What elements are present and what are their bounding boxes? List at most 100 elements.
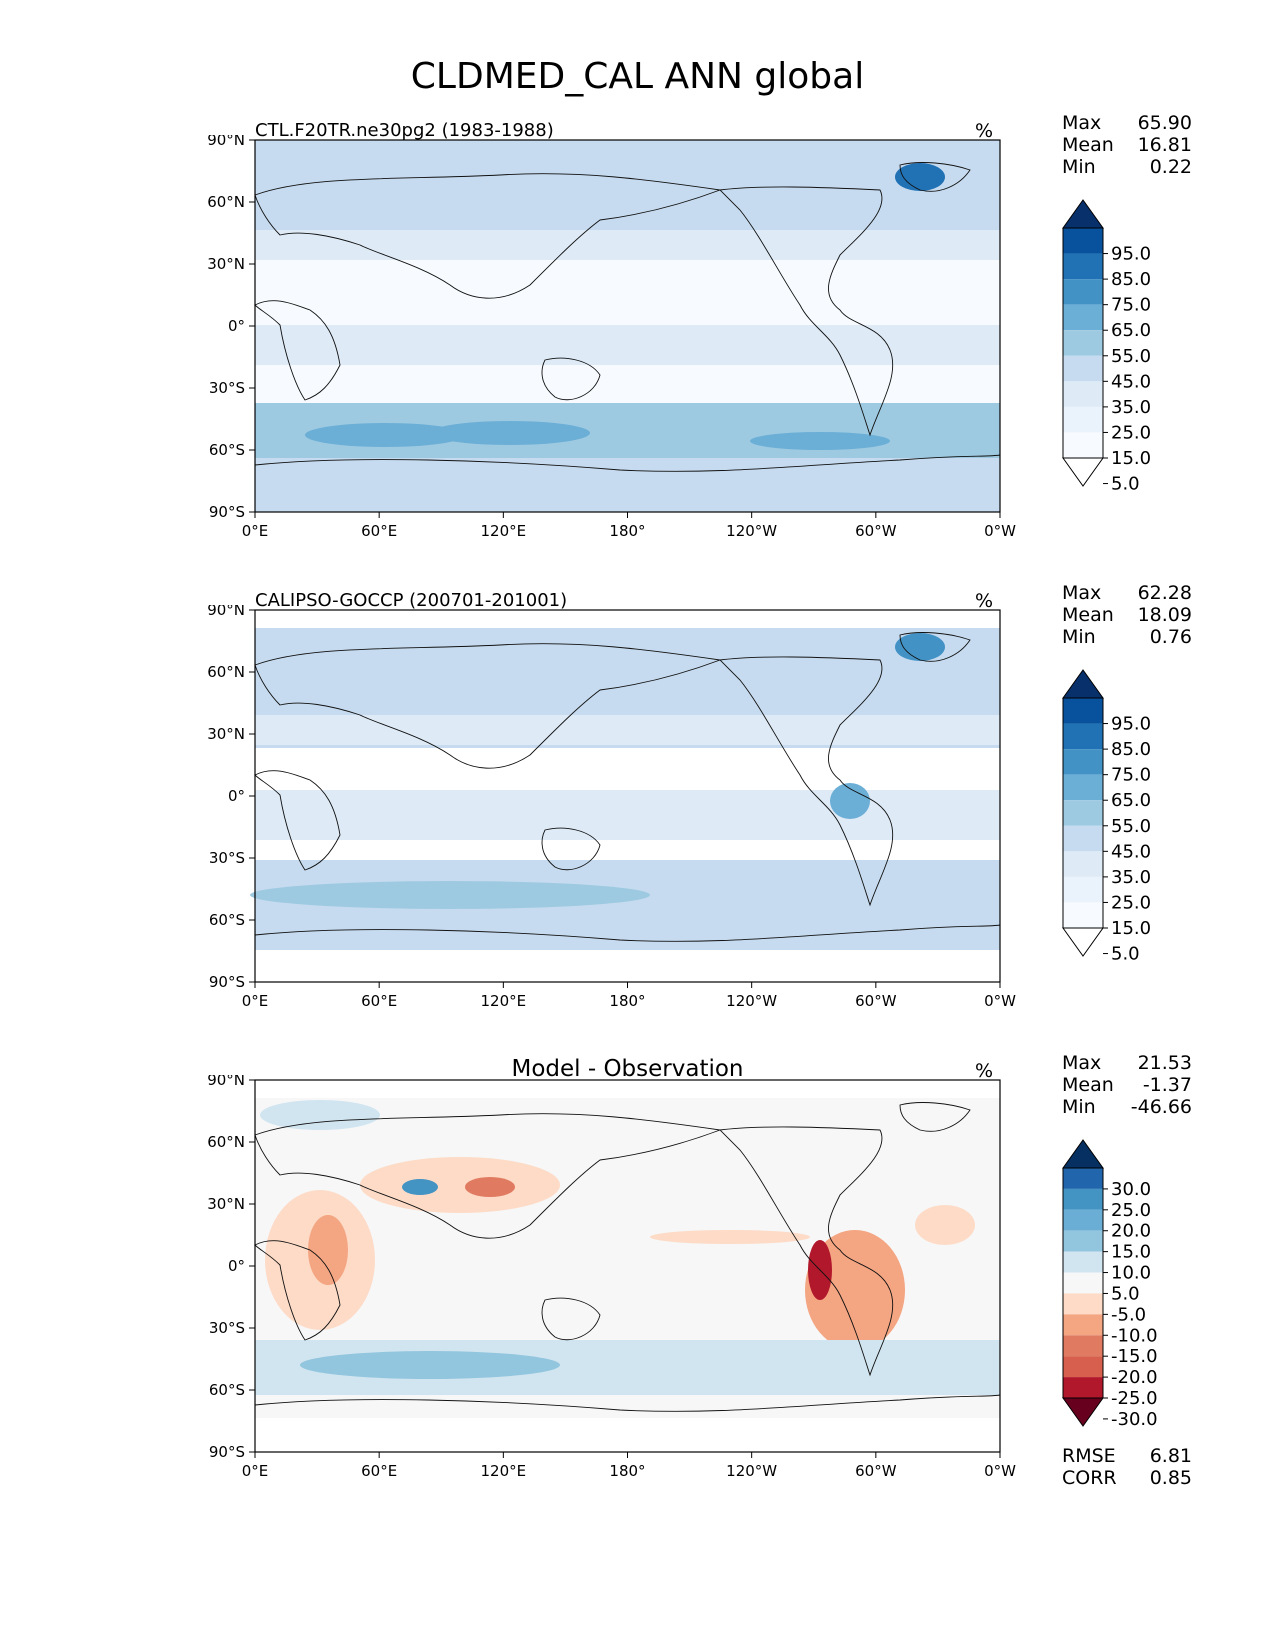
- colorbar-segment: [1063, 774, 1103, 801]
- metrics-box: RMSE 6.81 CORR 0.85: [1062, 1445, 1192, 1489]
- panel-title: CALIPSO-GOCCP (200701-201001): [255, 590, 568, 611]
- lon-tick-label: 0°E: [242, 1462, 269, 1480]
- southern-maximum: [250, 881, 650, 909]
- colorbar-tick-label: -30.0: [1111, 1409, 1158, 1430]
- colorbar-segment: [1063, 1209, 1103, 1231]
- lat-tick-label: 90°N: [207, 135, 245, 149]
- lat-axis: 90°N 60°N 30°N 0° 30°S 60°S 90°S: [207, 1075, 255, 1461]
- model-panel: CTL.F20TR.ne30pg2 (1983-1988) % Max 65.90…: [0, 112, 1275, 540]
- colorbar-tick-label: 55.0: [1111, 346, 1151, 367]
- colorbar-extend-top: [1062, 1139, 1104, 1169]
- lon-tick-label: 180°: [609, 522, 645, 540]
- lon-axis: 0°E 60°E 120°E 180° 120°W 60°W 0°W: [242, 982, 1016, 1010]
- stat-min: Min -46.66: [1062, 1096, 1192, 1118]
- southern-maximum-2: [430, 421, 590, 445]
- stat-max: Max 62.28: [1062, 582, 1192, 604]
- colorbar-segment: [1063, 304, 1103, 331]
- no-data-band: [255, 950, 1000, 982]
- lon-tick-label: 120°E: [481, 522, 527, 540]
- lat-tick-label: 60°N: [207, 663, 245, 681]
- map: 90°N 60°N 30°N 0° 30°S 60°S 90°S 0°E 60°E 120°E 1…: [207, 605, 1016, 1010]
- colorbar-tick-label: 35.0: [1111, 397, 1151, 418]
- colorbar-segment: [1063, 1314, 1103, 1336]
- metric-corr: CORR 0.85: [1062, 1467, 1192, 1489]
- colorbar-segment: [1063, 1377, 1103, 1398]
- lat-tick-label: 90°S: [209, 1443, 245, 1461]
- panel-title: Model - Observation: [511, 1056, 744, 1082]
- colorbar-segment: [1063, 1251, 1103, 1273]
- lon-axis: 0°E 60°E 120°E 180° 120°W 60°W 0°W: [242, 512, 1016, 540]
- colorbar-segment: [1063, 851, 1103, 877]
- difference-panel: Model - Observation % Max 21.53 Mean -1.37…: [0, 1052, 1275, 1489]
- stats-box: Max 62.28 Mean 18.09 Min 0.76: [1062, 582, 1192, 648]
- lon-tick-label: 60°W: [855, 522, 897, 540]
- colorbar-segment: [1063, 228, 1103, 254]
- colorbar-segment: [1063, 1272, 1103, 1294]
- colorbar-frame: [1062, 1167, 1104, 1399]
- lat-axis: 90°N 60°N 30°N 0° 30°S 60°S 90°S: [207, 135, 255, 521]
- lat-tick-label: 60°S: [209, 1381, 245, 1399]
- lon-tick-label: 120°W: [726, 1462, 777, 1480]
- africa-negative-core: [308, 1215, 348, 1285]
- lon-tick-label: 60°W: [855, 1462, 897, 1480]
- atlantic-negative: [915, 1205, 975, 1245]
- colorbar-tick-label: 65.0: [1111, 320, 1151, 341]
- colorbar-tick-label: 75.0: [1111, 765, 1151, 786]
- colorbar-tick-label: 45.0: [1111, 371, 1151, 392]
- lon-tick-label: 0°E: [242, 522, 269, 540]
- colorbar-segment: [1063, 800, 1103, 826]
- colorbar-frame: [1062, 697, 1104, 929]
- colorbar-tick-label: -15.0: [1111, 1346, 1158, 1367]
- lon-tick-label: 60°W: [855, 992, 897, 1010]
- colorbar-segment: [1063, 406, 1103, 433]
- colorbar-segment: [1063, 330, 1103, 356]
- arctic-positive: [260, 1100, 380, 1130]
- lon-tick-label: 180°: [609, 992, 645, 1010]
- contour-fields: [250, 628, 1000, 982]
- colorbar-tick-label: 75.0: [1111, 295, 1151, 316]
- tibet-positive: [402, 1179, 438, 1195]
- colorbar-tick-label: 15.0: [1111, 448, 1151, 469]
- observation-panel: CALIPSO-GOCCP (200701-201001) % Max 62.28…: [0, 582, 1275, 1010]
- lon-tick-label: 120°E: [481, 992, 527, 1010]
- stats-box: Max 65.90 Mean 16.81 Min 0.22: [1062, 112, 1192, 178]
- lon-tick-label: 60°E: [361, 522, 397, 540]
- lat-tick-label: 0°: [228, 787, 245, 805]
- colorbar-tick-label: -20.0: [1111, 1367, 1158, 1388]
- pacific-itcz-negative: [650, 1230, 810, 1244]
- colorbar-segment: [1063, 698, 1103, 724]
- lon-tick-label: 120°W: [726, 992, 777, 1010]
- lat-tick-label: 60°N: [207, 193, 245, 211]
- colorbar-tick-label: 10.0: [1111, 1263, 1151, 1284]
- colorbar-tick-label: 20.0: [1111, 1221, 1151, 1242]
- stats-box: Max 21.53 Mean -1.37 Min -46.66: [1062, 1052, 1192, 1118]
- andes-maximum: [830, 783, 870, 819]
- colorbar-extend-top: [1062, 669, 1104, 699]
- colorbar-tick-label: 45.0: [1111, 841, 1151, 862]
- colorbar-segment: [1063, 876, 1103, 903]
- colorbar-tick-label: 35.0: [1111, 867, 1151, 888]
- colorbar-tick-label: 85.0: [1111, 739, 1151, 760]
- asia-negative: [360, 1157, 560, 1213]
- units-label: %: [975, 120, 994, 142]
- lat-tick-label: 30°S: [209, 379, 245, 397]
- antarctic-band: [255, 458, 1000, 512]
- colorbar-tick-label: 85.0: [1111, 269, 1151, 290]
- colorbar-tick-label: 95.0: [1111, 714, 1151, 735]
- colorbar-segment: [1063, 432, 1103, 458]
- colorbar-segment: [1063, 381, 1103, 407]
- colorbar-tick-label: 5.0: [1111, 474, 1140, 495]
- metric-rmse: RMSE 6.81: [1062, 1445, 1192, 1467]
- asia-negative-core: [465, 1177, 515, 1197]
- colorbar-tick-label: 15.0: [1111, 918, 1151, 939]
- colorbar: 95.0 85.0 75.0 65.0 55.0 45.0 35.0 25.0 15.0 5.0: [1062, 669, 1151, 965]
- colorbar-segment: [1063, 355, 1103, 382]
- coastlines: [254, 162, 1001, 472]
- stat-mean: Mean 18.09: [1062, 604, 1192, 626]
- colorbar-tick-label: 5.0: [1111, 944, 1140, 965]
- colorbar-tick-label: 25.0: [1111, 422, 1151, 443]
- lat-tick-label: 30°S: [209, 1319, 245, 1337]
- contour-fields: [255, 1098, 1000, 1452]
- lat-tick-label: 0°: [228, 317, 245, 335]
- figure-title: CLDMED_CAL ANN global: [410, 56, 865, 97]
